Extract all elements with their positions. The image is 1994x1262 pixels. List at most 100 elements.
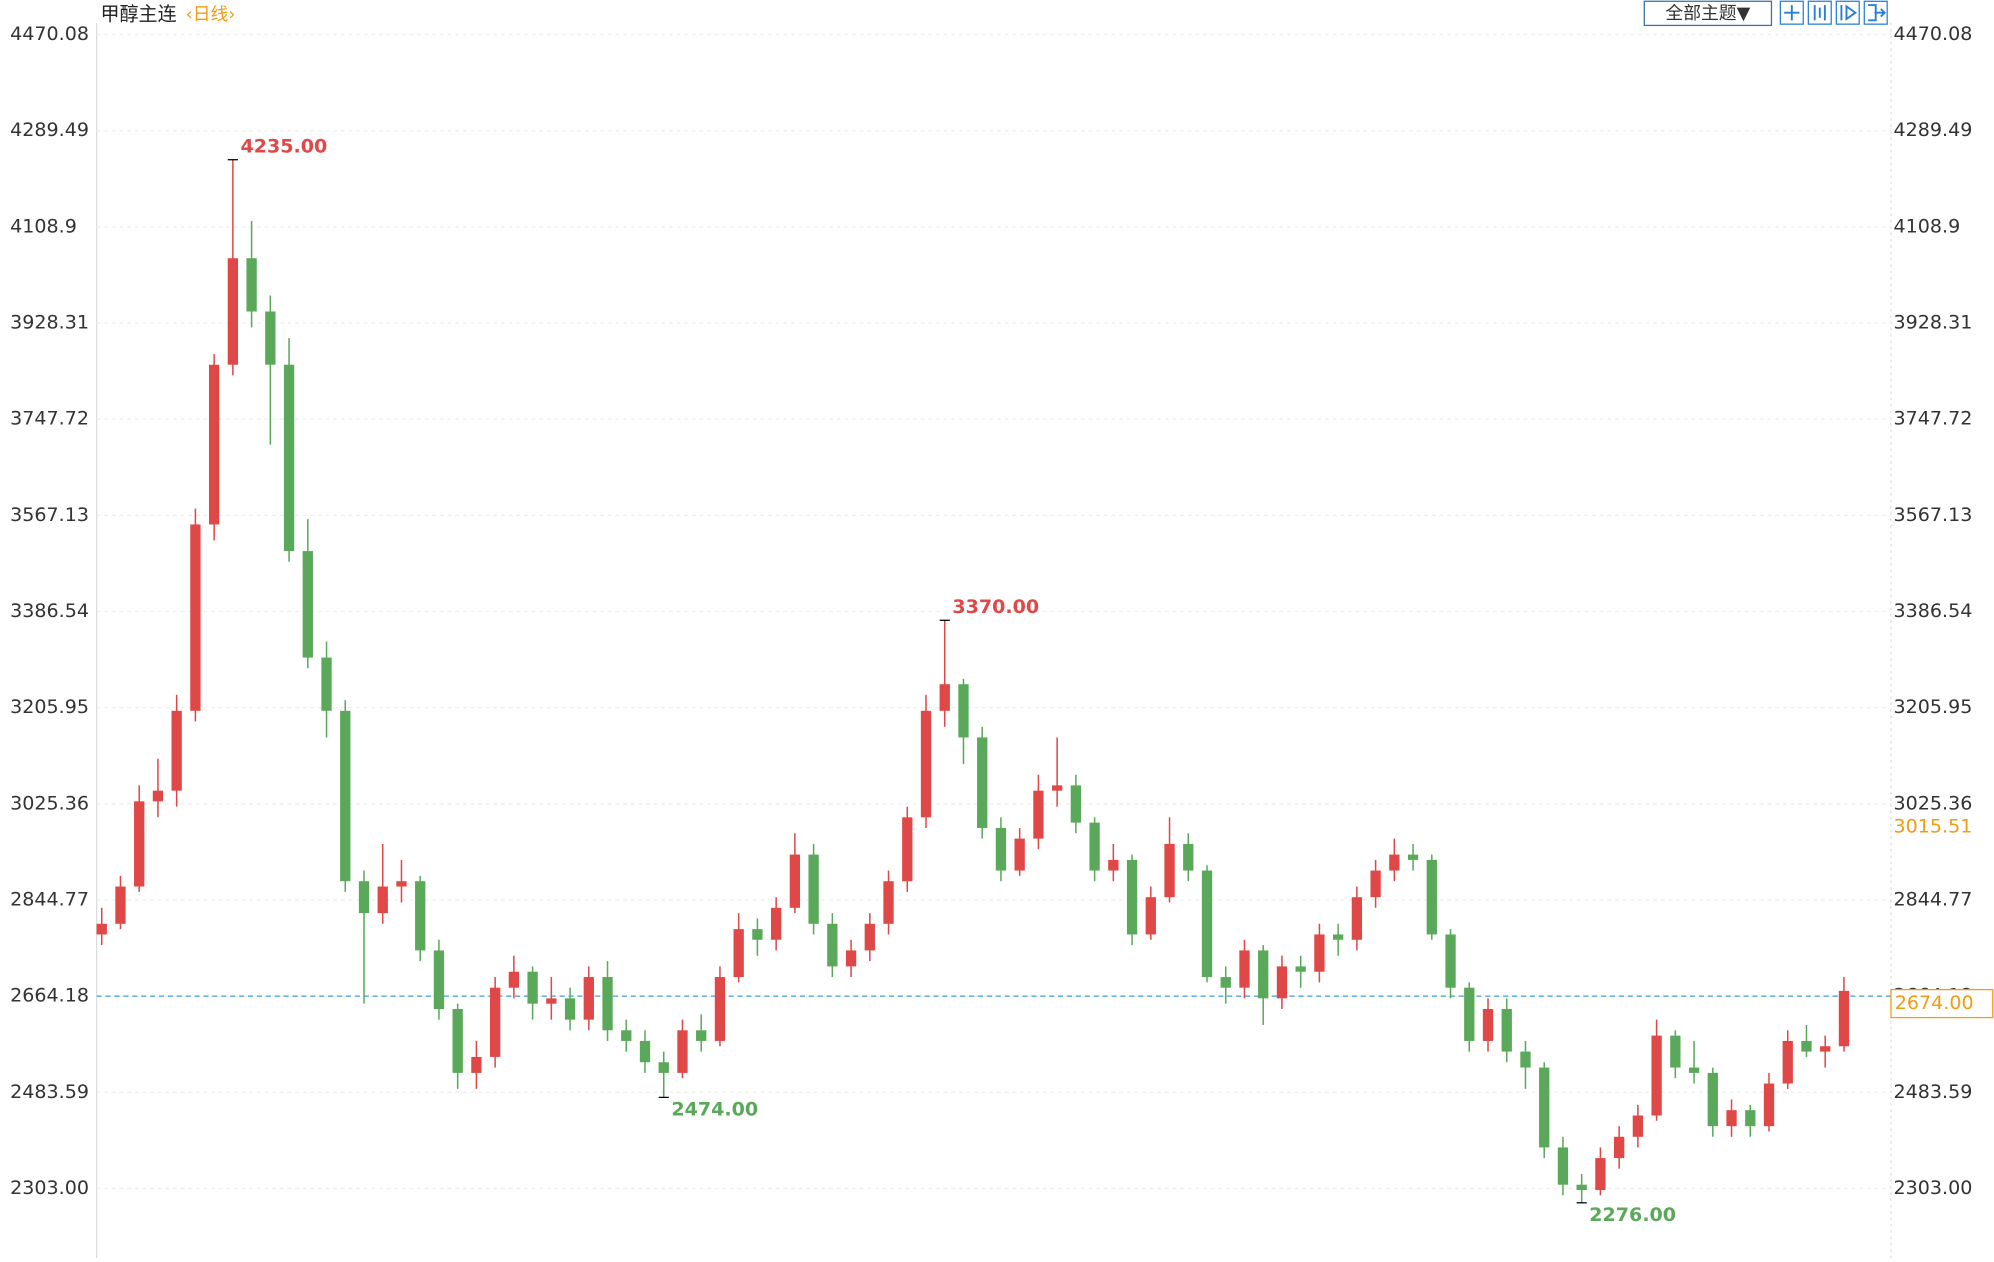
candle-body (340, 710, 351, 882)
candle-body (1314, 934, 1325, 972)
candle-body (1482, 1008, 1494, 1041)
candle-body (321, 657, 332, 711)
y-tick-label: 2483.59 (10, 1081, 89, 1103)
candle-body (1014, 838, 1025, 871)
candle-body (1613, 1136, 1625, 1159)
y-tick-label: 2303.00 (10, 1177, 89, 1199)
y-tick-label-right: 4108.9 (1894, 215, 1961, 237)
candle-body (677, 1030, 688, 1073)
toolbar-icons (1779, 0, 1888, 25)
candle-body (1220, 977, 1231, 988)
candle-body (1501, 1008, 1512, 1052)
candle-body (1557, 1147, 1569, 1185)
annotation-label: 4235.00 (240, 136, 327, 158)
candle-body (1707, 1072, 1718, 1127)
candle-body (134, 801, 145, 887)
y-tick-label: 3567.13 (10, 504, 89, 526)
candle-body (508, 971, 520, 988)
candle-body (152, 790, 164, 802)
candle-body (1801, 1040, 1812, 1052)
candle-body (1464, 987, 1475, 1041)
candle-body (1126, 859, 1138, 935)
candle-body (1820, 1046, 1831, 1052)
candle-body (564, 998, 576, 1020)
candle-body (1033, 790, 1044, 839)
candle-body (1782, 1040, 1793, 1084)
candle-body (246, 258, 257, 312)
candle-body (471, 1056, 482, 1073)
candle-body (995, 827, 1007, 871)
candle-body (227, 258, 239, 365)
candle-body (639, 1040, 651, 1063)
y-tick-label: 3205.95 (10, 696, 89, 718)
candle-body (1576, 1184, 1587, 1191)
y-tick-label: 4108.9 (10, 215, 77, 237)
candle-body (96, 923, 107, 935)
candle-body (1595, 1158, 1606, 1191)
icon (1868, 4, 1886, 22)
candle-body (1258, 950, 1269, 999)
candle-body (1276, 966, 1288, 999)
icon (1840, 4, 1858, 21)
y-tick-label-right: 4289.49 (1894, 119, 1973, 141)
last-price-box (1890, 988, 1994, 1019)
y-tick-label: 3928.31 (10, 312, 89, 334)
candle-body (696, 1030, 707, 1041)
y-tick-label-right: 3928.31 (1894, 312, 1973, 334)
candle-body (1051, 785, 1063, 791)
candle-body (1070, 785, 1082, 823)
candle-body (1838, 990, 1850, 1047)
period-label[interactable]: ‹日线› (186, 4, 236, 25)
candle-body (902, 817, 913, 882)
candle-body (1145, 897, 1156, 935)
y-tick-label-right: 3205.95 (1894, 696, 1973, 718)
candle-body (733, 929, 744, 978)
icon (1813, 5, 1826, 21)
candle-body (1389, 854, 1400, 871)
last-price-label: 2674.00 (1895, 992, 1974, 1014)
candle-body (1351, 897, 1363, 940)
candle-body (1201, 870, 1213, 978)
candle-body (489, 987, 501, 1057)
y-tick-label-right: 4470.08 (1894, 23, 1973, 45)
candle-body (1089, 822, 1100, 871)
y-tick-label-right: 3386.54 (1894, 600, 1973, 622)
y-tick-label: 3747.72 (10, 408, 89, 430)
candle-body (358, 881, 370, 914)
candle-body (1370, 870, 1381, 898)
y-tick-label-right: 3747.72 (1894, 408, 1973, 430)
candle-body (1239, 950, 1250, 988)
candle-body (190, 524, 201, 711)
theme-button-label[interactable]: 全部主题▼ (1665, 3, 1750, 24)
candle-body (958, 684, 969, 738)
candle-body (433, 950, 445, 1009)
candle-body (1539, 1067, 1550, 1148)
y-tick-label: 2664.18 (10, 985, 89, 1007)
y-tick-label: 3386.54 (10, 600, 89, 622)
y-tick-label: 4470.08 (10, 23, 89, 45)
candle-body (827, 923, 838, 967)
y-tick-label-right: 2303.00 (1894, 1177, 1973, 1199)
candle-body (1651, 1035, 1662, 1116)
candle-body (1183, 843, 1194, 871)
candle-body (1445, 934, 1456, 988)
chart-title: 甲醇主连 (100, 4, 176, 26)
candle-body (939, 684, 950, 711)
icon (1784, 5, 1800, 21)
candle-body (920, 710, 932, 818)
candle-body (883, 881, 894, 924)
candle-body (265, 311, 276, 365)
cursor-value-label: 3015.51 (1894, 815, 1973, 837)
candle-body (1164, 843, 1175, 898)
candle-body (527, 971, 538, 1004)
y-tick-label-right: 2483.59 (1894, 1081, 1973, 1103)
candle-body (546, 998, 557, 1004)
annotation-label: 2474.00 (671, 1099, 758, 1121)
candle-body (283, 364, 295, 552)
theme-button[interactable] (1643, 0, 1773, 27)
candle-body (1426, 859, 1437, 935)
y-tick-label: 4289.49 (10, 119, 89, 141)
candle-body (770, 907, 782, 940)
candle-body (452, 1008, 463, 1073)
